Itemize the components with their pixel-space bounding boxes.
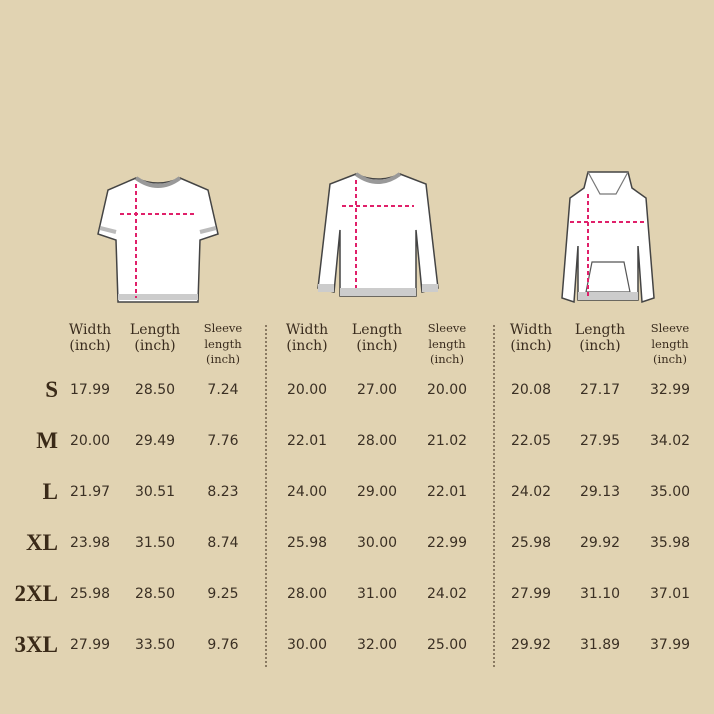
table-cell: 27.00 [356,382,398,398]
column-header-line: Sleeve [650,321,690,335]
column-divider [265,325,267,667]
table-cell: 35.98 [649,535,691,551]
column-divider [493,325,495,667]
column-header-line: length [651,336,689,351]
table-cell: 22.01 [286,433,328,449]
size-label: XL [26,530,58,555]
column-header: Width (inch) [55,322,125,354]
table-cell: 17.99 [69,382,111,398]
column-header: Sleeve length (inch) [635,321,705,368]
table-cell: 24.00 [286,484,328,500]
table-cell: 30.00 [356,535,398,551]
hoodie-icon [561,171,655,304]
column-header: Length (inch) [342,322,412,354]
table-cell: 8.23 [207,484,239,500]
column-header: Sleeve length (inch) [188,321,258,368]
table-cell: 29.92 [579,535,621,551]
table-cell: 27.17 [579,382,621,398]
table-cell: 27.99 [69,637,111,653]
column-header-line: (inch) [653,352,687,367]
table-cell: 34.02 [649,433,691,449]
column-header-line: Length [129,322,181,338]
table-cell: 33.50 [134,637,176,653]
table-cell: 31.89 [579,637,621,653]
column-header-line: (inch) [286,338,328,355]
table-cell: 32.99 [649,382,691,398]
table-cell: 28.50 [134,382,176,398]
table-cell: 35.00 [649,484,691,500]
table-cell: 20.00 [426,382,468,398]
table-cell: 23.98 [69,535,111,551]
size-label: 2XL [14,581,58,606]
table-cell: 25.98 [510,535,552,551]
table-cell: 21.97 [69,484,111,500]
table-cell: 31.00 [356,586,398,602]
column-header: Length (inch) [120,322,190,354]
table-cell: 22.01 [426,484,468,500]
table-cell: 30.00 [286,637,328,653]
table-cell: 24.02 [510,484,552,500]
table-cell: 29.00 [356,484,398,500]
table-cell: 22.05 [510,433,552,449]
column-header-line: (inch) [206,352,240,367]
column-header: Sleeve length (inch) [412,321,482,368]
table-cell: 27.95 [579,433,621,449]
column-header-line: length [204,336,242,351]
column-header-line: Length [351,322,403,338]
column-header-line: Length [574,322,626,338]
table-cell: 7.76 [207,433,239,449]
sweatshirt-icon [317,172,439,297]
table-cell: 28.00 [356,433,398,449]
table-cell: 37.99 [649,637,691,653]
table-cell: 31.50 [134,535,176,551]
table-cell: 20.00 [286,382,328,398]
table-cell: 7.24 [207,382,239,398]
table-cell: 24.02 [426,586,468,602]
table-cell: 25.00 [426,637,468,653]
column-header-line: (inch) [430,352,464,367]
column-header-line: (inch) [69,338,111,355]
table-cell: 27.99 [510,586,552,602]
column-header-line: Width [285,322,329,338]
table-cell: 20.08 [510,382,552,398]
table-cell: 29.13 [579,484,621,500]
table-cell: 8.74 [207,535,239,551]
table-cell: 9.25 [207,586,239,602]
column-header: Width (inch) [272,322,342,354]
column-header-line: (inch) [579,338,621,355]
column-header-line: (inch) [134,338,176,355]
column-header-line: length [428,336,466,351]
table-cell: 9.76 [207,637,239,653]
table-cell: 29.92 [510,637,552,653]
column-header-line: Sleeve [203,321,243,335]
tshirt-icon [97,176,219,303]
table-cell: 25.98 [286,535,328,551]
table-cell: 28.00 [286,586,328,602]
table-cell: 37.01 [649,586,691,602]
table-cell: 25.98 [69,586,111,602]
table-cell: 31.10 [579,586,621,602]
column-header-line: (inch) [510,338,552,355]
table-cell: 22.99 [426,535,468,551]
table-cell: 20.00 [69,433,111,449]
column-header-line: Width [68,322,112,338]
column-header-line: Width [509,322,553,338]
size-label: M [36,428,58,453]
column-header-line: Sleeve [427,321,467,335]
table-cell: 28.50 [134,586,176,602]
column-header: Length (inch) [565,322,635,354]
size-label: L [42,479,58,504]
table-cell: 29.49 [134,433,176,449]
table-cell: 30.51 [134,484,176,500]
table-cell: 32.00 [356,637,398,653]
size-label: S [45,377,58,402]
column-header-line: (inch) [356,338,398,355]
table-cell: 21.02 [426,433,468,449]
column-header: Width (inch) [496,322,566,354]
size-label: 3XL [14,632,58,657]
